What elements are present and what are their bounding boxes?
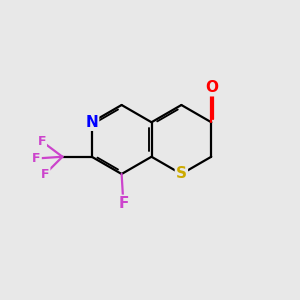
Text: S: S	[176, 167, 187, 182]
Text: F: F	[41, 167, 50, 181]
Text: O: O	[205, 80, 218, 95]
Text: F: F	[32, 152, 41, 165]
Text: N: N	[85, 115, 98, 130]
Text: F: F	[38, 135, 46, 148]
Text: F: F	[118, 196, 128, 211]
